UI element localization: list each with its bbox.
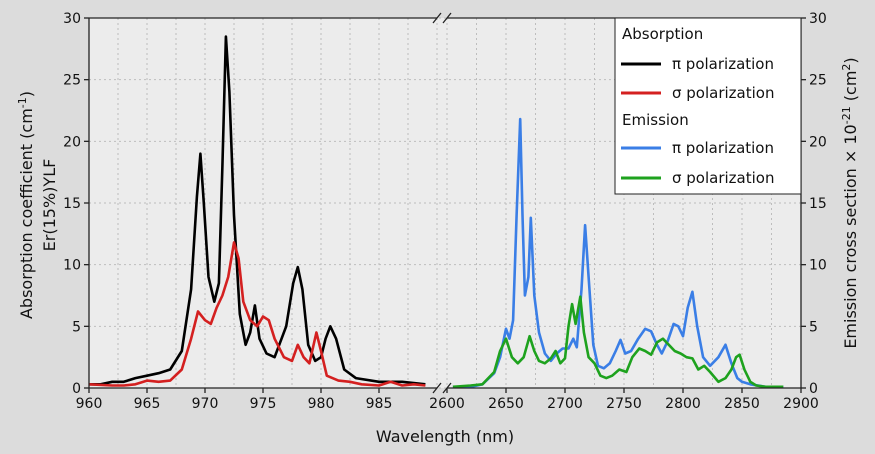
y-left-axis-title-line2: Er(15%)YLF (40, 159, 59, 252)
legend-header-emission: Emission (622, 111, 689, 129)
legend-label-abs-pi: π polarization (672, 55, 774, 73)
series-line-absorption-sigma (88, 241, 426, 387)
y-right-tick-label: 30 (809, 11, 827, 27)
x-left-tick-label: 970 (192, 396, 219, 412)
axis-break-mark (432, 12, 442, 24)
x-left-tick-label: 985 (366, 396, 393, 412)
y-left-tick-label: 0 (72, 381, 81, 397)
legend-label-abs-sigma: σ polarization (672, 84, 774, 102)
x-right-tick-label: 2850 (724, 396, 760, 412)
x-right-tick-label: 2750 (606, 396, 642, 412)
y-right-tick-label: 5 (809, 319, 818, 335)
y-left-tick-label: 5 (72, 319, 81, 335)
tick-labels: 0 5 10 15 20 25 30 0 5 10 15 20 25 30 960 965 970 975 980 9… (63, 11, 827, 412)
x-left-tick-label: 960 (76, 396, 103, 412)
y-left-tick-label: 30 (63, 11, 81, 27)
x-axis-title: Wavelength (nm) (376, 427, 514, 446)
axis-break-mark (442, 12, 452, 24)
x-right-tick-label: 2600 (429, 396, 465, 412)
axis-break-mark (432, 382, 442, 394)
y-left-tick-label: 25 (63, 73, 81, 89)
x-left-tick-label: 975 (250, 396, 277, 412)
legend-header-absorption: Absorption (622, 25, 703, 43)
x-right-tick-label: 2650 (488, 396, 524, 412)
series-line-emission-pi (452, 117, 784, 389)
y-left-tick-label: 20 (63, 134, 81, 150)
y-left-tick-label: 15 (63, 196, 81, 212)
legend-label-em-sigma: σ polarization (672, 169, 774, 187)
axes (84, 12, 806, 394)
y-left-axis-title-line1: Absorption coefficient (cm-1) (16, 91, 36, 319)
x-right-tick-label: 2900 (783, 396, 819, 412)
y-right-tick-label: 15 (809, 196, 827, 212)
series-layer (88, 35, 784, 389)
x-left-tick-label: 980 (308, 396, 335, 412)
legend-label-em-pi: π polarization (672, 139, 774, 157)
series-line-emission-sigma (452, 295, 784, 389)
y-right-tick-label: 10 (809, 258, 827, 274)
x-right-tick-label: 2700 (547, 396, 583, 412)
series-line-absorption-pi (89, 35, 426, 386)
legend-box (614, 17, 802, 195)
legend: Absorption π polarization σ polarization… (614, 17, 802, 195)
y-right-tick-label: 25 (809, 73, 827, 89)
y-right-axis-title: Emission cross section × 10-21 (cm2) (840, 57, 860, 348)
y-left-tick-label: 10 (63, 258, 81, 274)
y-right-tick-label: 0 (809, 381, 818, 397)
x-right-tick-label: 2800 (665, 396, 701, 412)
x-left-tick-label: 965 (134, 396, 161, 412)
y-right-tick-label: 20 (809, 134, 827, 150)
